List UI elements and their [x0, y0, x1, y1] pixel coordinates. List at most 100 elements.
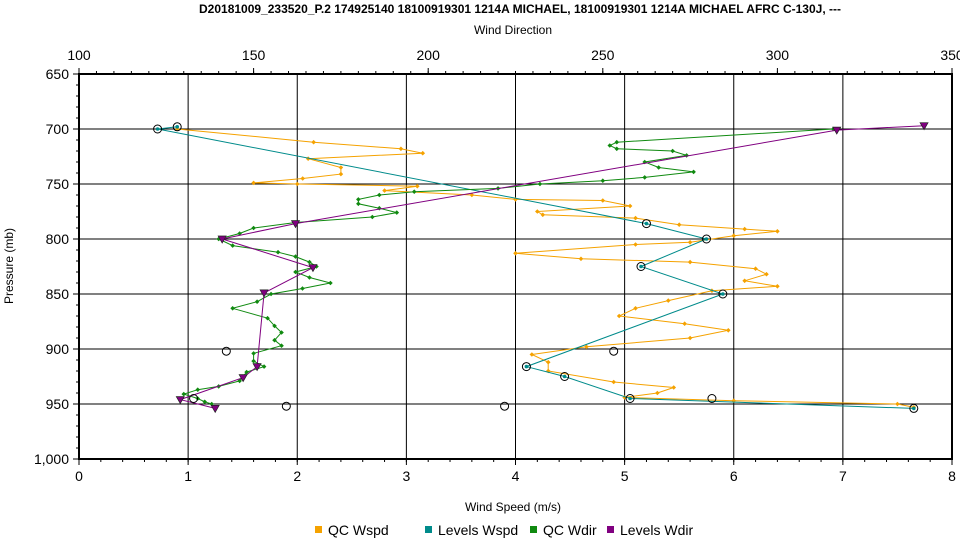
open-circle-point [189, 394, 199, 403]
data-point [377, 205, 382, 211]
data-point [731, 398, 737, 403]
data-point [259, 289, 269, 298]
open-circle-point [500, 401, 510, 411]
data-point [753, 266, 758, 271]
data-point [293, 254, 298, 259]
data-point [300, 286, 305, 291]
data-point [670, 148, 675, 154]
data-point [394, 210, 400, 215]
series-line [157, 126, 914, 409]
data-point [279, 330, 284, 335]
data-point [725, 328, 731, 333]
data-point [614, 146, 620, 152]
data-point [633, 242, 638, 247]
bottom-tick-label: 5 [621, 468, 629, 484]
legend-label: Levels Wdir [620, 522, 693, 538]
data-point [627, 203, 633, 209]
data-point [600, 198, 606, 203]
bottom-tick-label: 8 [948, 468, 956, 484]
data-point [731, 233, 737, 238]
data-point [265, 315, 270, 321]
data-point [641, 219, 651, 229]
data-point [290, 220, 301, 229]
top-tick-label: 200 [417, 47, 441, 63]
bottom-tick-label: 6 [730, 468, 738, 484]
data-point [307, 259, 312, 265]
left-tick-label: 750 [46, 176, 70, 192]
data-point-center [912, 406, 916, 411]
data-point [217, 235, 227, 244]
data-point [742, 278, 747, 284]
data-point [175, 396, 185, 405]
left-tick-label: 700 [46, 121, 70, 137]
data-point-center [721, 292, 725, 296]
top-axis-label: Wind Direction [474, 23, 552, 37]
data-point [671, 385, 677, 390]
left-tick-label: 800 [46, 231, 70, 247]
open-circle-point [221, 346, 231, 356]
bottom-tick-label: 4 [512, 468, 520, 484]
data-point [311, 139, 316, 145]
data-point-center [628, 396, 632, 401]
bottom-axis-label: Wind Speed (m/s) [465, 500, 561, 514]
data-point [775, 284, 780, 289]
legend-swatch [315, 526, 322, 533]
data-point [469, 192, 475, 198]
data-point-center [155, 127, 160, 131]
bottom-tick-label: 2 [293, 468, 301, 484]
data-point-center [524, 364, 529, 369]
top-tick-label: 150 [242, 47, 266, 63]
data-point [687, 335, 693, 341]
data-point [642, 175, 648, 180]
data-point [545, 359, 551, 365]
top-tick-label: 100 [67, 47, 91, 63]
data-point [832, 126, 842, 135]
data-point [251, 180, 256, 186]
data-point [328, 280, 333, 286]
data-point [414, 183, 420, 189]
data-point [691, 169, 696, 175]
left-tick-label: 650 [46, 66, 70, 82]
data-point [655, 390, 660, 396]
data-point [718, 289, 728, 299]
data-point [272, 323, 277, 329]
chart-title: D20181009_233520_P.2 174925140 181009193… [199, 2, 841, 16]
data-point [909, 403, 919, 413]
top-tick-label: 350 [940, 47, 960, 63]
data-point [268, 291, 274, 297]
data-point [578, 256, 584, 262]
data-point [513, 251, 518, 256]
data-point-center [644, 221, 649, 226]
data-point [230, 243, 235, 248]
left-tick-label: 900 [46, 341, 70, 357]
open-circle-point [281, 401, 291, 411]
data-point [308, 264, 318, 273]
data-point [622, 395, 627, 400]
data-point [307, 275, 312, 280]
left-tick-label: 850 [46, 286, 70, 302]
data-point [537, 181, 543, 187]
data-point [521, 362, 531, 372]
data-point [919, 122, 929, 131]
data-point [535, 209, 540, 214]
data-point [261, 364, 267, 369]
data-point [513, 197, 518, 202]
data-point [701, 234, 711, 244]
data-point [356, 197, 361, 202]
data-point [294, 181, 300, 187]
legend-swatch [425, 526, 432, 533]
data-point [172, 122, 182, 132]
data-point [202, 399, 208, 405]
data-point [616, 313, 622, 319]
data-point [676, 222, 682, 227]
data-point [230, 306, 235, 311]
data-point [607, 143, 613, 148]
data-point [293, 269, 298, 275]
series-line [177, 128, 914, 408]
data-point [209, 401, 214, 407]
data-point [254, 299, 260, 304]
series-layer [153, 122, 929, 414]
data-point [665, 298, 671, 303]
data-point [682, 321, 687, 326]
